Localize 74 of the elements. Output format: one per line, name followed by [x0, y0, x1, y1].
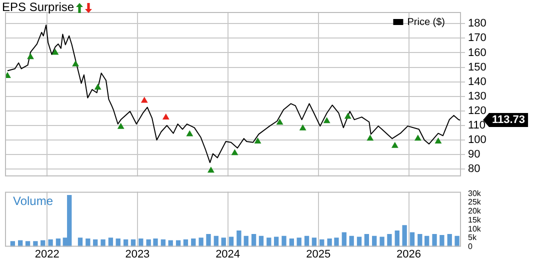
y-tick-label: 15k: [468, 215, 482, 224]
y-tick-label: 110: [468, 120, 486, 132]
point: [52, 49, 58, 55]
bar: [387, 234, 392, 247]
bar: [206, 234, 211, 247]
chart-title: EPS Surprise: [2, 0, 74, 14]
bar: [334, 238, 339, 247]
x-tick-label: 2026: [396, 248, 422, 260]
bar: [67, 195, 72, 247]
y-tick-label: 80: [468, 163, 480, 176]
bar: [364, 234, 370, 247]
point: [72, 60, 79, 66]
bar: [394, 230, 400, 247]
point: [94, 84, 101, 90]
point: [367, 135, 374, 141]
y-tick-label: 25k: [468, 198, 482, 207]
bar: [447, 234, 452, 247]
x-tick-label: 2025: [306, 248, 331, 260]
bar: [410, 232, 415, 247]
bar: [282, 236, 286, 247]
bar: [402, 225, 407, 247]
y-tick-label: 30k: [468, 188, 482, 198]
bar: [418, 234, 422, 247]
bar: [236, 230, 242, 247]
bar: [454, 236, 460, 247]
y-tick-label: 20k: [468, 206, 482, 216]
point: [344, 113, 351, 119]
y-tick-label: 5k: [468, 233, 478, 242]
y-tick-label: 180: [468, 18, 486, 30]
bar: [440, 234, 444, 247]
x-tick-label: 2023: [125, 248, 150, 260]
x-tick-label: 2024: [216, 248, 240, 260]
point: [392, 142, 398, 148]
y-tick-label: 90: [468, 148, 480, 161]
point: [300, 124, 306, 130]
point: [141, 97, 148, 103]
annotation: 113.73: [492, 114, 526, 126]
bar: [380, 236, 384, 247]
bar: [198, 238, 204, 247]
y-tick-label: 10k: [468, 224, 482, 234]
bar: [100, 239, 106, 247]
y-tick-label: 150: [468, 61, 486, 74]
y-tick-label: 140: [468, 76, 486, 88]
bar: [356, 236, 362, 247]
bar: [153, 238, 158, 247]
point: [186, 130, 193, 136]
point: [162, 114, 170, 120]
point: [254, 138, 261, 144]
point: [435, 138, 442, 144]
point: [27, 54, 34, 60]
point: [324, 118, 330, 124]
x-tick-label: 2022: [34, 248, 60, 260]
point: [232, 150, 238, 156]
bar: [327, 238, 332, 247]
point: [414, 135, 422, 141]
bar: [432, 234, 437, 247]
point: [118, 123, 124, 129]
y-tick-label: 160: [468, 46, 486, 59]
bar: [86, 238, 90, 247]
y-tick-label: 0: [468, 242, 473, 252]
y-tick-label: 170: [468, 32, 486, 44]
legend-label: Price ($): [407, 16, 446, 28]
y-axis-title: Volume: [13, 194, 54, 208]
y-tick-label: 120: [468, 104, 486, 117]
bar: [228, 236, 234, 247]
point: [276, 119, 283, 125]
bar: [274, 236, 279, 247]
bar: [342, 232, 346, 247]
bar: [48, 239, 53, 247]
y-tick-label: 100: [468, 134, 486, 146]
y-tick-label: 130: [468, 90, 486, 102]
point: [208, 167, 214, 173]
bar: [251, 234, 256, 247]
bar: [33, 241, 38, 247]
